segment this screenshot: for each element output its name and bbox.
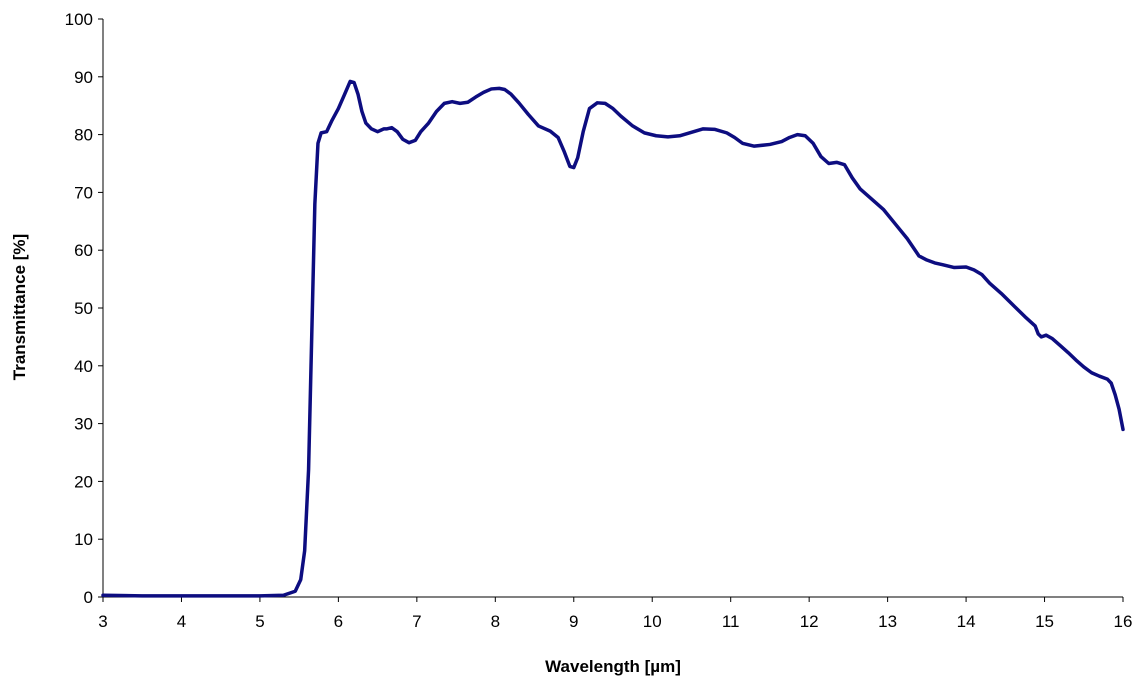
x-tick-label: 9 — [569, 612, 578, 631]
y-tick-label: 10 — [74, 530, 93, 549]
y-tick-label: 90 — [74, 68, 93, 87]
x-tick-label: 4 — [177, 612, 186, 631]
y-tick-label: 20 — [74, 472, 93, 491]
y-tick-label: 80 — [74, 126, 93, 145]
y-tick-label: 60 — [74, 241, 93, 260]
x-tick-label: 12 — [800, 612, 819, 631]
x-tick-label: 5 — [255, 612, 264, 631]
y-tick-label: 40 — [74, 357, 93, 376]
y-axis-title: Transmittance [%] — [10, 234, 29, 380]
x-tick-label: 3 — [98, 612, 107, 631]
x-tick-label: 11 — [722, 612, 740, 631]
x-tick-label: 6 — [334, 612, 343, 631]
x-axis-title: Wavelength [µm] — [545, 657, 681, 676]
y-axis: 0 10 20 30 40 50 60 70 80 90 100 — [65, 10, 104, 607]
x-tick-label: 14 — [957, 612, 976, 631]
series-layer — [101, 79, 1125, 598]
x-axis: 3 4 5 6 7 8 9 10 11 12 13 14 15 16 — [98, 596, 1133, 631]
transmittance-series-line — [101, 79, 1125, 598]
y-tick-label: 0 — [84, 588, 93, 607]
y-tick-label: 70 — [74, 183, 93, 202]
y-tick-label: 100 — [65, 10, 93, 29]
y-tick-label: 50 — [74, 299, 93, 318]
x-tick-label: 13 — [878, 612, 897, 631]
x-tick-label: 15 — [1035, 612, 1054, 631]
x-tick-label: 16 — [1114, 612, 1133, 631]
x-tick-label: 8 — [491, 612, 500, 631]
x-tick-label: 7 — [412, 612, 421, 631]
x-tick-label: 10 — [643, 612, 662, 631]
y-tick-label: 30 — [74, 415, 93, 434]
